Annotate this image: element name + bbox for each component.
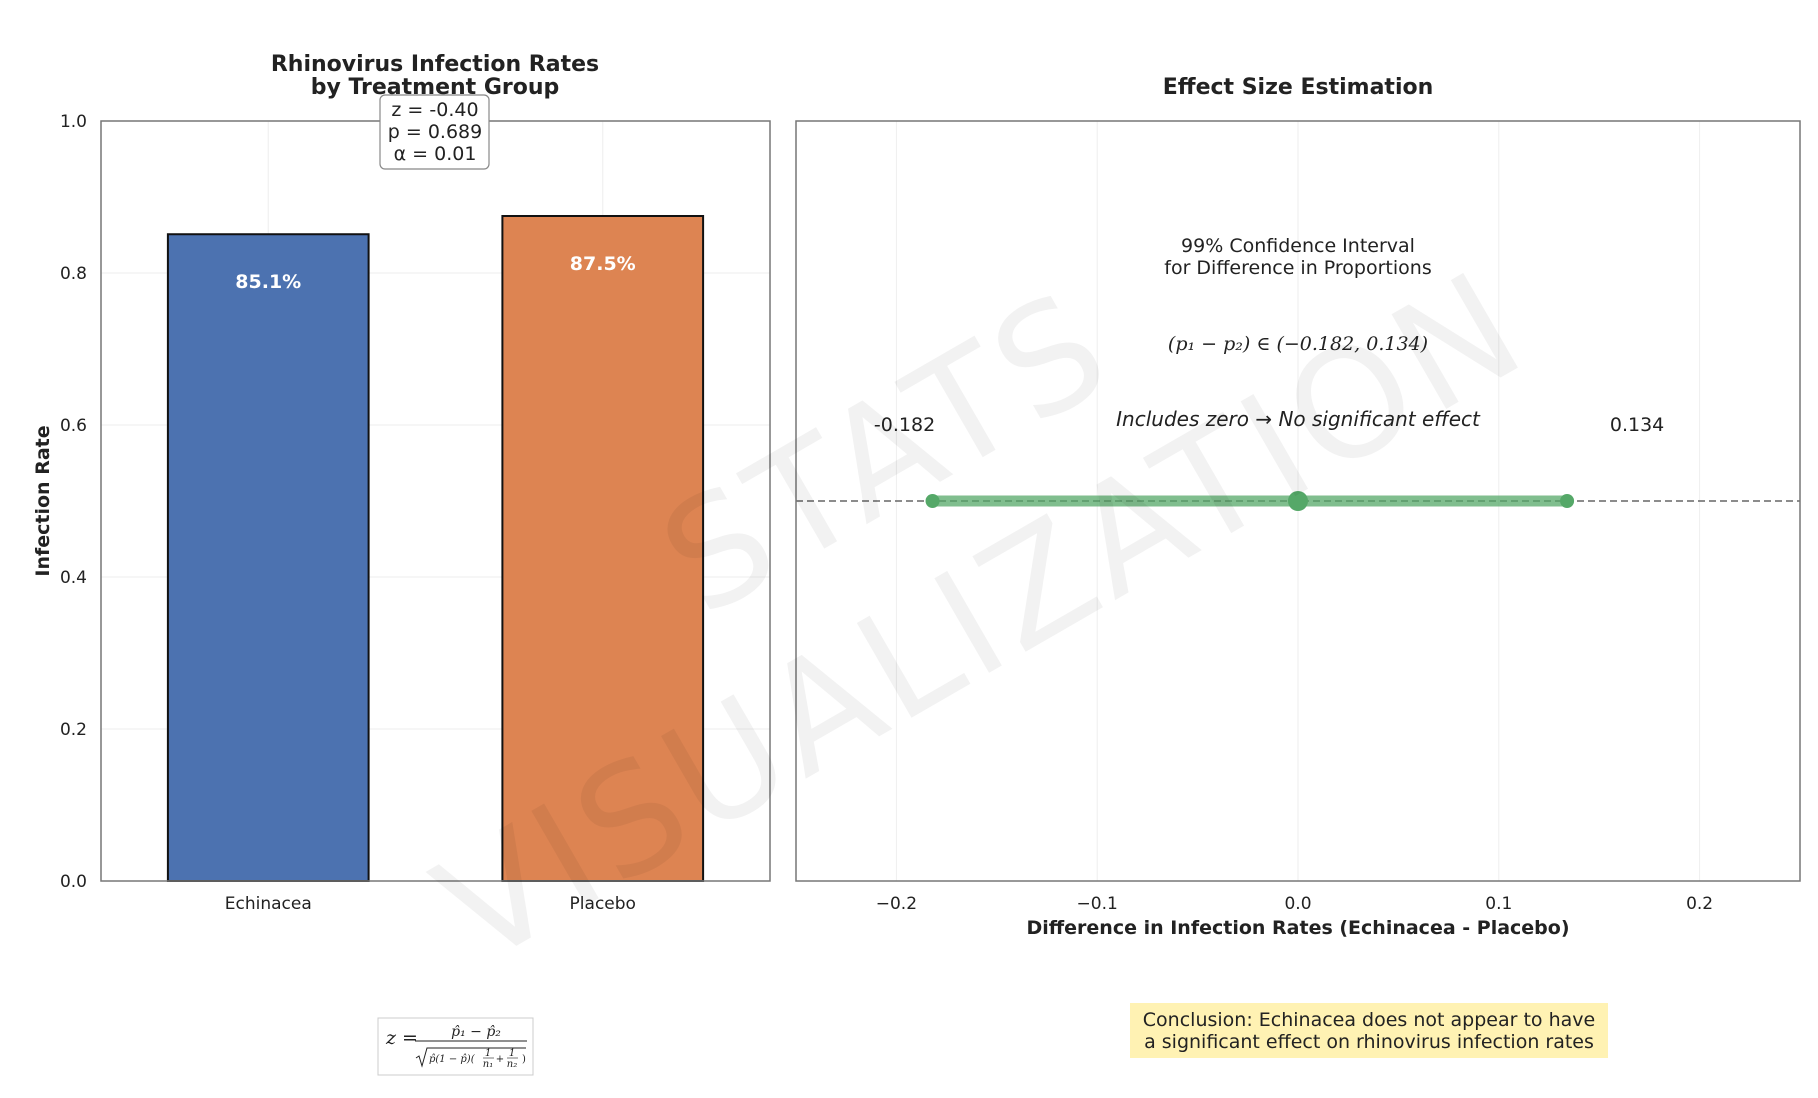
left-y-axis-label: Infection Rate (32, 425, 54, 576)
bar-placebo (501, 215, 705, 882)
formula-box: z = p̂₁ − p̂₂ p̂(1 − p̂)( 1 n₁ + 1 n₂ ) (377, 1017, 534, 1076)
formula-close: ) (522, 1054, 526, 1065)
stats-p: p = 0.689 (388, 121, 482, 143)
stats-z: z = -0.40 (391, 99, 478, 121)
point-estimate-marker (1288, 491, 1308, 511)
right-plot-frame (795, 120, 1801, 882)
left-y-tick-label: 0.0 (60, 872, 87, 892)
right-chart: -0.182 0.134 −0.2 −0.1 0.0 0.1 0.2 Effect Siz… (795, 75, 1801, 1058)
left-chart: 85.1% 87.5% 0.0 0.2 0.4 0.6 0.8 1.0 Echinacea P… (32, 52, 771, 1076)
formula-frac1-den: n₁ (483, 1059, 493, 1070)
right-x-tick-label: −0.2 (876, 894, 917, 914)
ci-annotation-line1: 99% Confidence Interval (1181, 235, 1415, 257)
formula-box-frame (377, 1017, 534, 1076)
left-bars: 85.1% 87.5% (166, 215, 705, 883)
left-chart-title-line1: Rhinovirus Infection Rates (271, 52, 599, 77)
bar-value-label: 85.1% (235, 271, 301, 293)
conclusion-box: Conclusion: Echinacea does not appear to… (1130, 1003, 1608, 1058)
formula-radicand: p̂(1 − p̂)( (429, 1054, 476, 1065)
bar-echinacea (166, 233, 370, 883)
bar-value-label: 87.5% (570, 253, 636, 275)
significance-note: Includes zero → No significant effect (1116, 407, 1481, 431)
ci-annotation-line2: for Difference in Proportions (1164, 257, 1431, 279)
right-chart-title: Effect Size Estimation (1163, 75, 1434, 100)
formula-frac2-den: n₂ (507, 1059, 517, 1070)
formula-frac1-num: 1 (485, 1048, 491, 1059)
conclusion-line2: a significant effect on rhinovirus infec… (1144, 1031, 1594, 1053)
formula-denominator: p̂(1 − p̂)( 1 n₁ + 1 n₂ ) (415, 1047, 526, 1070)
confidence-interval: -0.182 0.134 (874, 414, 1664, 511)
watermark: STATS VISUALIZATION (410, 238, 1554, 999)
right-x-tick-label: −0.1 (1077, 894, 1118, 914)
stats-alpha: α = 0.01 (394, 143, 477, 165)
left-y-tick-label: 0.8 (60, 264, 87, 284)
left-y-tick-label: 0.2 (60, 720, 87, 740)
right-x-axis-label: Difference in Infection Rates (Echinacea… (1026, 917, 1569, 939)
formula-sqrt-sign (415, 1047, 526, 1068)
right-x-tick-label: 0.2 (1686, 894, 1713, 914)
left-x-tick-labels: Echinacea Placebo (225, 894, 636, 914)
left-y-tick-label: 0.6 (60, 416, 87, 436)
ci-upper-label: 0.134 (1610, 414, 1664, 436)
left-y-tick-label: 1.0 (60, 112, 87, 132)
right-x-tick-label: 0.1 (1485, 894, 1512, 914)
conclusion-box-bg (1130, 1003, 1608, 1058)
formula-lhs: z = (385, 1027, 418, 1049)
formula-numerator: p̂₁ − p̂₂ (451, 1024, 501, 1040)
left-x-tick-label: Placebo (570, 894, 636, 914)
left-y-tick-labels: 0.0 0.2 0.4 0.6 0.8 1.0 (60, 112, 87, 892)
formula-frac2-num: 1 (509, 1048, 515, 1059)
ci-lower-label: -0.182 (874, 414, 935, 436)
ci-upper-marker (1560, 494, 1575, 508)
stats-box: z = -0.40 p = 0.689 α = 0.01 (379, 94, 490, 170)
interval-expression: (p₁ − p₂) ∈ (−0.182, 0.134) (1168, 333, 1428, 355)
ci-lower-marker (925, 494, 940, 508)
left-x-tick-label: Echinacea (225, 894, 312, 914)
formula-plus: + (496, 1054, 504, 1065)
conclusion-line1: Conclusion: Echinacea does not appear to… (1143, 1009, 1595, 1031)
right-x-tick-label: 0.0 (1284, 894, 1311, 914)
right-x-tick-labels: −0.2 −0.1 0.0 0.1 0.2 (876, 894, 1713, 914)
stats-box-frame (379, 94, 490, 170)
left-y-tick-label: 0.4 (60, 568, 87, 588)
